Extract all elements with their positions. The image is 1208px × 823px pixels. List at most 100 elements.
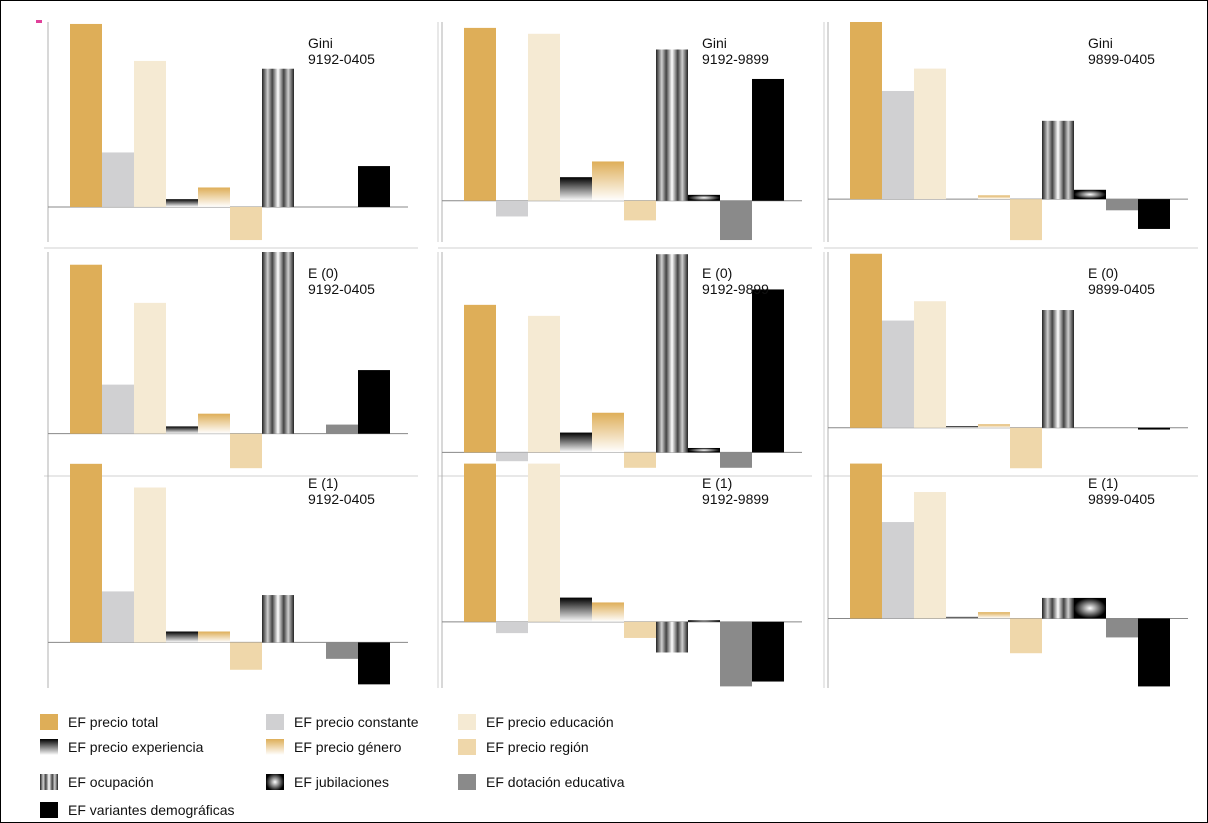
bar-precio-experiencia xyxy=(946,616,978,619)
bar-variantes-demograficas xyxy=(358,370,390,434)
bar-precio-region xyxy=(230,206,262,241)
bar-precio-educacion xyxy=(134,302,166,434)
bar-jubilaciones xyxy=(1074,189,1106,200)
panel-label-measure: E (0) xyxy=(308,265,338,281)
bar-ocupacion xyxy=(656,254,688,453)
bar-precio-educacion xyxy=(134,487,166,643)
bar-variantes-demograficas xyxy=(752,621,784,682)
bar-precio-region xyxy=(624,452,656,468)
panel-label-period: 9192-0405 xyxy=(308,51,375,67)
bar-precio-region xyxy=(624,621,656,638)
legend-swatch-variantes-demograficas xyxy=(40,802,58,818)
bar-precio-constante xyxy=(496,621,528,634)
legend-label: EF precio educación xyxy=(486,714,614,730)
bar-precio-constante xyxy=(496,452,528,462)
panel-label-period: 9192-0405 xyxy=(308,281,375,297)
bar-precio-experiencia xyxy=(166,426,198,434)
bar-jubilaciones xyxy=(688,447,720,453)
bar-ocupacion xyxy=(656,621,688,653)
panel-label-period: 9192-9899 xyxy=(702,281,769,297)
legend-label: EF precio constante xyxy=(294,714,419,730)
panel-label-measure: Gini xyxy=(1088,35,1113,51)
corner-mark xyxy=(36,20,42,23)
panel-6: E (0)9899-0405 xyxy=(823,252,1198,477)
bar-precio-total xyxy=(850,463,882,619)
legend-label: EF dotación educativa xyxy=(486,774,625,790)
bar-precio-region xyxy=(624,200,656,221)
bar-dotacion-educativa xyxy=(1106,199,1138,211)
legend-label: EF precio género xyxy=(294,739,402,755)
legend-swatch-precio-experiencia xyxy=(40,739,58,755)
panel-label-measure: E (1) xyxy=(702,475,732,491)
bar-precio-genero xyxy=(592,602,624,622)
panel-label-period: 9899-0405 xyxy=(1088,51,1155,67)
bar-precio-educacion xyxy=(528,463,560,622)
legend-label: EF jubilaciones xyxy=(294,774,389,790)
bar-precio-total xyxy=(464,304,496,453)
bar-precio-genero xyxy=(978,424,1010,428)
legend-swatch-jubilaciones xyxy=(266,774,284,790)
bar-precio-constante xyxy=(882,90,914,200)
legend-label: EF precio región xyxy=(486,739,589,755)
bar-precio-total xyxy=(70,264,102,434)
bar-precio-region xyxy=(1010,199,1042,241)
bar-precio-constante xyxy=(102,591,134,643)
bar-precio-educacion xyxy=(914,492,946,619)
bar-jubilaciones xyxy=(688,194,720,201)
bar-dotacion-educativa xyxy=(1106,618,1138,638)
bar-precio-total xyxy=(850,253,882,428)
legend-item-ocupacion: EF ocupación xyxy=(40,772,154,792)
bar-precio-region xyxy=(1010,618,1042,654)
legend-item-precio-experiencia: EF precio experiencia xyxy=(40,737,203,757)
legend-swatch-precio-genero xyxy=(266,739,284,755)
legend-swatch-precio-total xyxy=(40,714,58,730)
panel-label-period: 9899-0405 xyxy=(1088,281,1155,297)
legend-item-precio-region: EF precio región xyxy=(458,737,589,757)
bar-precio-experiencia xyxy=(946,426,978,428)
panel-label-measure: Gini xyxy=(308,35,333,51)
bar-ocupacion xyxy=(1042,120,1074,200)
panel-5: E (0)9192-9899 xyxy=(437,252,812,477)
bar-precio-educacion xyxy=(914,68,946,200)
bar-variantes-demograficas xyxy=(752,289,784,453)
panel-9: E (1)9899-0405 xyxy=(823,462,1188,688)
bar-variantes-demograficas xyxy=(358,166,390,207)
panel-8: E (1)9192-9899 xyxy=(437,462,802,688)
bar-precio-experiencia xyxy=(560,177,592,201)
bar-precio-region xyxy=(1010,427,1042,469)
bar-dotacion-educativa xyxy=(720,200,752,241)
bar-precio-educacion xyxy=(134,60,166,207)
bar-precio-constante xyxy=(882,320,914,428)
bar-variantes-demograficas xyxy=(1138,427,1170,430)
bar-precio-experiencia xyxy=(560,432,592,453)
bar-precio-genero xyxy=(592,161,624,201)
bar-precio-region xyxy=(230,433,262,469)
bar-ocupacion xyxy=(262,595,294,643)
legend-swatch-ocupacion xyxy=(40,774,58,790)
bar-ocupacion xyxy=(656,49,688,201)
bar-precio-total xyxy=(70,23,102,207)
bar-precio-total xyxy=(464,463,496,622)
legend-swatch-precio-region xyxy=(458,739,476,755)
panel-label-period: 9192-9899 xyxy=(702,491,769,507)
bar-precio-constante xyxy=(102,152,134,207)
bar-precio-experiencia xyxy=(166,199,198,207)
bar-precio-genero xyxy=(978,195,1010,200)
bar-precio-educacion xyxy=(528,33,560,201)
bar-precio-constante xyxy=(102,384,134,434)
bar-precio-genero xyxy=(198,413,230,434)
bar-ocupacion xyxy=(1042,597,1074,619)
bar-precio-educacion xyxy=(914,301,946,428)
bar-jubilaciones xyxy=(1074,597,1106,619)
panel-4: E (0)9192-0405 xyxy=(44,252,418,477)
panel-label-period: 9192-0405 xyxy=(308,491,375,507)
bar-precio-genero xyxy=(978,612,1010,619)
legend-swatch-dotacion-educativa xyxy=(458,774,476,790)
bar-dotacion-educativa xyxy=(720,621,752,687)
bar-variantes-demograficas xyxy=(358,642,390,685)
bar-variantes-demograficas xyxy=(752,78,784,201)
bar-precio-experiencia xyxy=(560,597,592,622)
